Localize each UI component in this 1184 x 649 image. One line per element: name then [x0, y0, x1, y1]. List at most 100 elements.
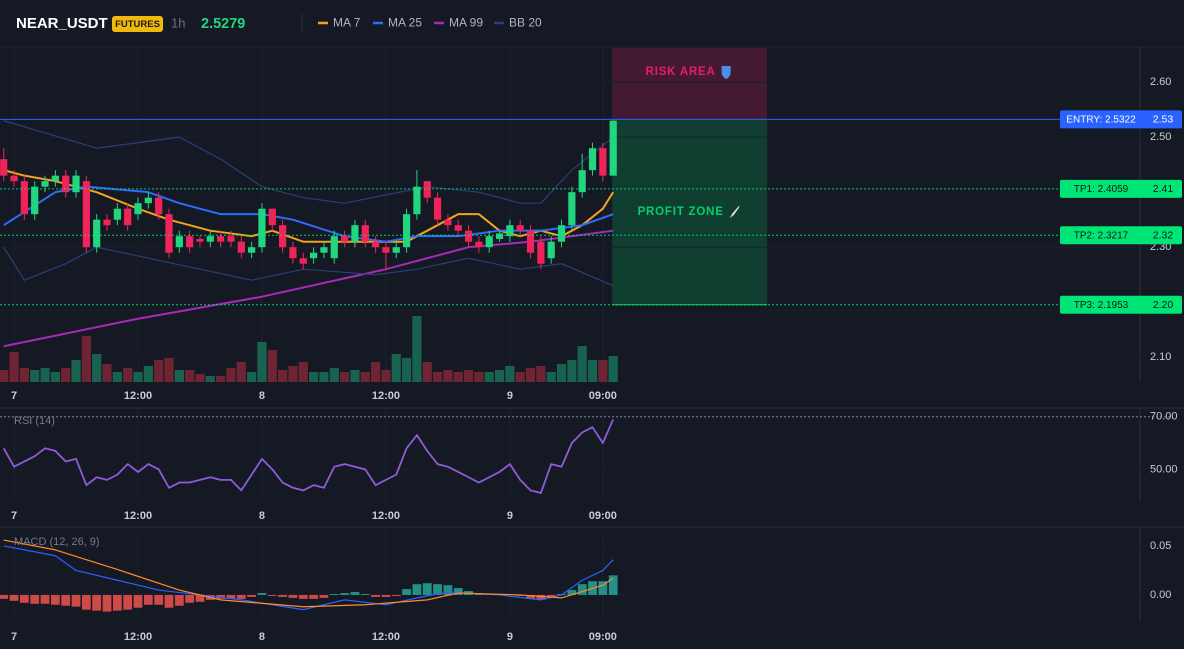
histogram-bar: [350, 592, 360, 595]
candle-body: [134, 203, 142, 215]
histogram-bar: [536, 594, 546, 600]
x-tick-label: 12:00: [372, 510, 400, 522]
volume-bar: [463, 370, 474, 382]
histogram-bar: [608, 575, 618, 595]
interval: 1h: [171, 15, 185, 30]
histogram-bar: [267, 594, 277, 596]
level-value-label: 2.20: [1153, 299, 1174, 311]
histogram-bar: [309, 594, 319, 599]
histogram-bar: [19, 594, 29, 603]
candle-body: [227, 236, 235, 242]
candle-body: [82, 181, 90, 248]
zone-label: RISK AREA: [646, 66, 716, 78]
volume-bar: [515, 372, 525, 382]
histogram-bar: [92, 594, 102, 611]
y-tick-label: 50.00: [1150, 463, 1178, 475]
histogram-bar: [319, 594, 329, 598]
symbol: NEAR_USDT: [16, 15, 108, 32]
histogram-bar: [102, 594, 112, 612]
volume-bar: [319, 372, 329, 382]
x-tick-label: 7: [11, 510, 17, 522]
histogram-bar: [402, 589, 411, 595]
candle-body: [599, 148, 607, 176]
candle-body: [299, 258, 307, 264]
candle-body: [433, 197, 442, 220]
legend-label: BB 20: [509, 16, 542, 30]
histogram-bar: [257, 592, 267, 595]
candle-body: [537, 241, 545, 264]
histogram-bar: [185, 594, 195, 603]
histogram-bar: [0, 594, 9, 599]
histogram-bar: [50, 594, 60, 605]
histogram-bar: [381, 594, 391, 597]
macd-line: [3, 545, 614, 611]
x-tick-label: 8: [259, 390, 265, 402]
x-tick-label: 12:00: [124, 510, 152, 522]
volume-bar: [71, 360, 81, 382]
badge-background: [112, 16, 163, 32]
histogram-bar: [195, 594, 205, 602]
zone: [612, 119, 768, 305]
volume-bar: [247, 372, 257, 382]
x-tick-label: 12:00: [124, 631, 152, 643]
volume-bar: [133, 372, 143, 382]
candle-body: [289, 247, 297, 259]
volume-bar: [185, 370, 195, 382]
volume-bar: [567, 360, 577, 382]
candle-body: [392, 247, 400, 253]
histogram-bar: [164, 594, 174, 608]
volume-bar: [298, 362, 308, 382]
volume-bar: [370, 362, 381, 382]
x-tick-label: 8: [259, 510, 265, 522]
histogram-bar: [288, 594, 298, 598]
legend-label: MA 25: [388, 16, 422, 30]
volume-bar: [267, 350, 277, 382]
candle-body: [103, 219, 111, 226]
volume-bar: [525, 368, 536, 382]
zone: [612, 48, 768, 120]
histogram-bar: [112, 594, 122, 611]
histogram-bar: [247, 594, 257, 597]
histogram-bar: [422, 583, 432, 595]
histogram-bar: [577, 584, 587, 595]
candle-body: [217, 236, 225, 242]
histogram-bar: [9, 594, 19, 601]
badge: FUTURES: [115, 19, 160, 30]
candle-body: [10, 175, 18, 182]
x-tick-label: 12:00: [372, 631, 400, 643]
volume-bar: [453, 372, 463, 382]
candle-body: [186, 236, 194, 248]
y-tick-label: 2.60: [1150, 76, 1171, 88]
volume-bar: [360, 372, 370, 382]
volume-bar: [50, 372, 60, 382]
volume-bar: [432, 372, 443, 382]
volume-bar: [216, 376, 226, 382]
histogram-bar: [567, 590, 577, 595]
candle-body: [609, 120, 617, 176]
volume-bar: [19, 368, 29, 382]
level-value-label: 2.41: [1153, 183, 1174, 195]
volume-bar: [474, 372, 484, 382]
candle-body: [258, 208, 266, 248]
candle-body: [351, 225, 359, 242]
candle-body: [155, 197, 163, 215]
volume-bar: [143, 366, 153, 382]
volume-bar: [112, 372, 122, 382]
shield-icon: [721, 66, 731, 79]
volume-bar: [577, 346, 587, 382]
candle-body: [475, 241, 483, 248]
histogram-bar: [546, 594, 556, 597]
candle-body: [31, 186, 39, 215]
legend-label: MA 99: [449, 16, 483, 30]
volume-bar: [30, 370, 40, 382]
candle-body: [547, 241, 555, 259]
candle-body: [568, 192, 576, 226]
rocket-icon: [729, 205, 740, 219]
candle-body: [330, 236, 338, 259]
histogram-bar: [298, 594, 308, 599]
histogram-bar: [40, 594, 50, 604]
volume-bar: [195, 374, 205, 382]
volume-bar: [556, 364, 567, 382]
level-label: ENTRY: 2.5322: [1066, 115, 1136, 126]
